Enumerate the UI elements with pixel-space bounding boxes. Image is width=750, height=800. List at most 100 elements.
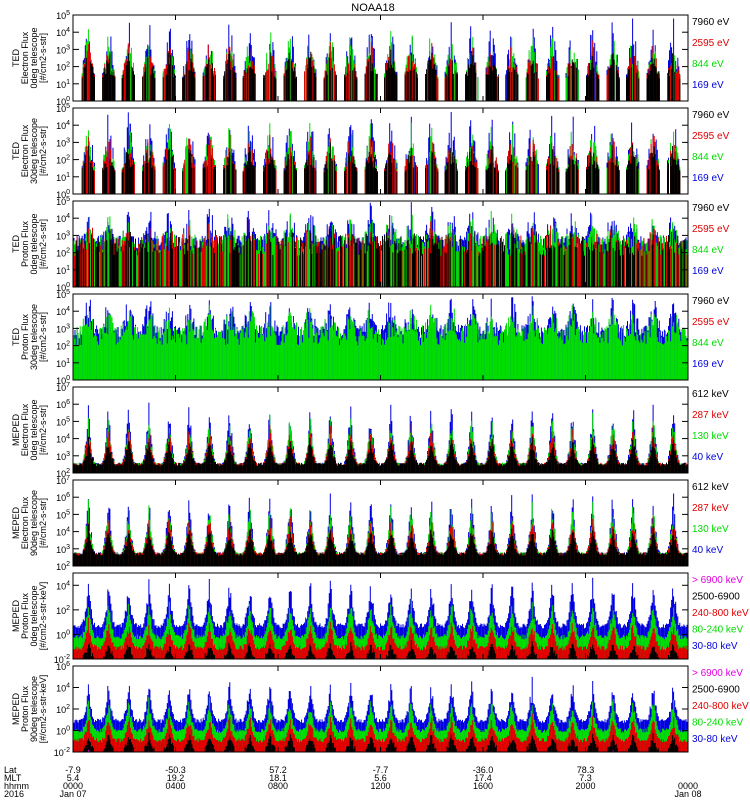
y-tick-label: 102 (56, 341, 70, 352)
y-axis-label: TEDElectron Flux30deg telescope[#/cm2-s-… (11, 118, 48, 184)
legend-entry: 844 eV (692, 338, 724, 349)
series-trace-2 (72, 304, 688, 380)
legend-entry: > 6900 keV (692, 668, 743, 679)
y-tick-label: 102 (56, 468, 70, 479)
y-axis-label: TEDElectron Flux0deg telescope[#/cm2-s-s… (11, 27, 48, 88)
y-tick-label: 102 (56, 704, 70, 715)
x-tick-label-hhmm: 0400 (165, 781, 185, 791)
y-axis-label: MEPEDProton Flux90deg telescope[#/cm2-s-… (11, 675, 48, 744)
y-tick-label: 105 (56, 509, 70, 520)
legend: 7960 eV 2595 eV 844 eV 169 eV (692, 110, 730, 184)
y-tick-label: 106 (56, 661, 70, 672)
y-tick-label: 104 (56, 527, 70, 538)
y-tick-label: 103 (56, 544, 70, 555)
x-tick-label-lat: 78.3 (577, 765, 595, 775)
legend-entry: 844 eV (692, 59, 724, 70)
y-tick-label: 105 (56, 289, 70, 300)
y-tick-label: 104 (56, 580, 70, 591)
y-tick-label: 105 (56, 416, 70, 427)
x-tick-label-hhmm: 0800 (268, 781, 288, 791)
traces (72, 202, 688, 287)
legend-entry: > 6900 keV (692, 575, 743, 586)
legend-entry: 240-800 keV (692, 608, 749, 619)
y-tick-label: 103 (56, 451, 70, 462)
legend-entry: 169 eV (692, 80, 724, 91)
x-tick-label-lat: -7.9 (65, 765, 81, 775)
legend-entry: 844 eV (692, 245, 724, 256)
legend: 7960 eV 2595 eV 844 eV 169 eV (692, 203, 730, 277)
y-axis-label: MEPEDElectron Flux0deg telescope[#/cm2-s… (11, 399, 48, 460)
x-tick-label-mlt: 5.4 (67, 773, 80, 783)
x-tick-label-mlt: 5.6 (374, 773, 387, 783)
y-tick-label: 100 (56, 96, 70, 107)
panel-4: 100 101 102 103 104 105 TEDProton Flux30deg te… (11, 289, 730, 386)
y-tick-label: 103 (56, 230, 70, 241)
y-tick-label: 101 (56, 172, 70, 183)
traces (81, 112, 681, 194)
x-tick-label-mlt: 17.4 (474, 773, 492, 783)
y-axis-label: TEDProton Flux0deg telescope[#/cm2-s-str… (11, 213, 48, 274)
y-tick-label: 100 (56, 726, 70, 737)
series-trace-4 (75, 229, 686, 287)
legend-entry: 169 eV (692, 359, 724, 370)
legend: 612 keV 287 keV 130 keV 40 keV (692, 389, 729, 463)
y-tick-label: 104 (56, 27, 70, 38)
legend-entry: 2595 eV (692, 38, 730, 49)
panel-1: 100 101 102 103 104 105 TEDElectron Flux0deg t… (11, 10, 730, 107)
series-trace-4 (81, 49, 681, 101)
y-axis-label: MEPEDProton Flux0deg telescope[#/cm2-s-s… (11, 582, 48, 651)
traces (72, 676, 688, 752)
panels: 100 101 102 103 104 105 TEDElectron Flux0deg t… (11, 10, 749, 758)
y-axis-label: MEPEDElectron Flux90deg telescope[#/cm2-… (11, 490, 48, 556)
x-tick-label-date: Jan 07 (59, 789, 86, 799)
legend: 7960 eV 2595 eV 844 eV 169 eV (692, 296, 730, 370)
y-tick-label: 104 (56, 434, 70, 445)
figure-title: NOAA18 (351, 2, 394, 14)
series-trace-4 (81, 142, 681, 194)
x-tick-label-lat: -50.3 (165, 765, 186, 775)
legend-entry: 169 eV (692, 266, 724, 277)
x-tick-label-mlt: 18.1 (269, 773, 287, 783)
y-tick-label: 102 (56, 62, 70, 73)
panel-7: 10-2 100 102 104 MEPEDProton Flux0deg telesc… (11, 572, 749, 665)
y-tick-label: 104 (56, 120, 70, 131)
y-tick-label: 104 (56, 213, 70, 224)
x-row-label: Lat (4, 765, 17, 775)
legend-entry: 7960 eV (692, 296, 730, 307)
y-tick-label: 100 (56, 375, 70, 386)
x-tick-label-mlt: 19.2 (167, 773, 185, 783)
legend-entry: 80-240 keV (692, 625, 743, 636)
legend-entry: 80-240 keV (692, 718, 743, 729)
x-tick-label-lat: -36.0 (473, 765, 494, 775)
legend-entry: 30-80 keV (692, 734, 738, 745)
legend-entry: 2500-6900 (692, 592, 740, 603)
y-tick-label: 107 (56, 475, 70, 486)
y-tick-label: 102 (56, 605, 70, 616)
traces (72, 577, 688, 659)
legend-entry: 40 keV (692, 545, 723, 556)
y-tick-label: 101 (56, 265, 70, 276)
y-tick-label: 103 (56, 44, 70, 55)
y-tick-label: 106 (56, 399, 70, 410)
y-tick-label: 101 (56, 79, 70, 90)
x-tick-label-hhmm: 0000 (63, 781, 83, 791)
panel-6: 102 103 104 105 106 107 MEPEDElectron Flux90de… (11, 475, 729, 572)
legend-entry: 240-800 keV (692, 701, 749, 712)
legend-entry: 287 keV (692, 410, 729, 421)
y-tick-label: 107 (56, 382, 70, 393)
legend-entry: 2595 eV (692, 131, 730, 142)
legend-entry: 130 keV (692, 524, 729, 535)
y-tick-label: 10-2 (54, 747, 70, 758)
legend: > 6900 keV 2500-6900 240-800 keV 80-240 keV… (692, 575, 749, 652)
legend-entry: 844 eV (692, 152, 724, 163)
y-tick-label: 101 (56, 358, 70, 369)
y-tick-label: 102 (56, 561, 70, 572)
x-tick-label-hhmm: 0000 (678, 781, 698, 791)
panel-2: 100 101 102 103 104 105 TEDElectron Flux30deg … (11, 103, 730, 200)
legend-entry: 612 keV (692, 482, 729, 493)
x-tick-label-date: Jan 08 (674, 789, 701, 799)
traces (72, 402, 688, 473)
y-tick-label: 100 (56, 282, 70, 293)
